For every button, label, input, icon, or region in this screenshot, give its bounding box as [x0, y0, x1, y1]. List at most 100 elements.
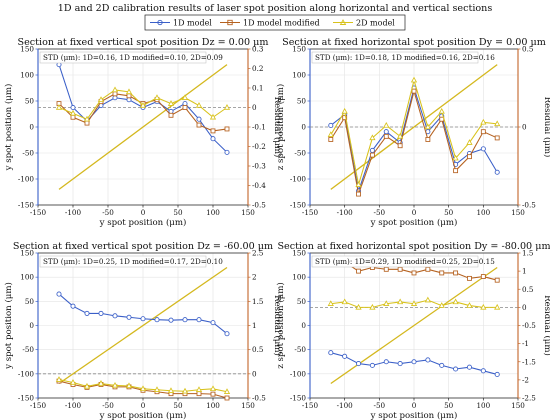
std-box [311, 255, 479, 268]
data-point [494, 120, 501, 127]
data-point [355, 303, 362, 310]
y2-axis-label: Residual (μm) [272, 97, 283, 158]
x-tick-label-1: -100 [65, 208, 82, 217]
data-point [139, 102, 147, 108]
y-axis-label: z spot position (μm) [275, 84, 286, 170]
y2-tick-label-1: -2 [522, 375, 529, 384]
x-tick-label-1: -100 [337, 208, 354, 217]
data-point [111, 86, 119, 93]
data-point [196, 122, 202, 128]
data-point [494, 371, 500, 377]
data-point [397, 298, 404, 305]
data-point [466, 364, 472, 370]
data-point [98, 310, 104, 316]
data-point [383, 133, 389, 139]
x-axis-label: y spot position (μm) [99, 217, 187, 228]
data-point [112, 95, 118, 101]
chart-panel-1: Section at fixed vertical spot position … [3, 37, 283, 228]
data-point [125, 88, 133, 95]
y2-tick-label-2: 0.5 [252, 345, 264, 354]
spot-position-line [330, 64, 498, 190]
y-tick-label-6: 150 [292, 45, 306, 54]
series-3 [327, 296, 501, 310]
data-point [182, 105, 188, 110]
y2-tick-label-7: 1 [522, 267, 527, 276]
y-tick-label-6: 150 [20, 45, 34, 54]
series-1 [56, 291, 230, 337]
data-point [56, 291, 62, 297]
y-tick-label-5: 100 [292, 71, 306, 80]
data-point [453, 168, 459, 174]
x-tick-label-3: 0 [412, 208, 417, 217]
y-tick-label-6: 150 [292, 249, 306, 258]
y-tick-label-3: 0 [301, 321, 306, 330]
x-tick-label-3: 0 [141, 208, 146, 217]
data-point [154, 317, 160, 323]
y-tick-label-4: 50 [25, 97, 35, 106]
x-tick-label-4: 50 [173, 208, 183, 217]
panel-title: Section at fixed horizontal spot positio… [282, 37, 546, 48]
data-point [341, 107, 348, 114]
data-point [452, 298, 459, 305]
x-axis-label: y spot position (μm) [99, 410, 187, 420]
data-point [195, 386, 203, 393]
data-point [168, 317, 174, 323]
data-point [210, 128, 216, 134]
y-axis-label: y spot position (μm) [3, 282, 14, 370]
data-point [342, 353, 348, 359]
data-point [153, 94, 161, 100]
data-point [467, 154, 472, 160]
data-point [410, 300, 418, 306]
data-point [355, 181, 362, 187]
y-tick-label-0: -150 [18, 201, 35, 210]
data-point [224, 395, 230, 401]
y2-tick-label-1: 0 [522, 123, 527, 132]
y-tick-label-1: -100 [18, 175, 35, 184]
y2-tick-label-1: 0 [252, 369, 257, 378]
data-point [369, 147, 375, 153]
x-tick-label-0: -150 [302, 401, 319, 410]
data-point [70, 114, 76, 120]
chart-panel-2: Section at fixed horizontal spot positio… [275, 37, 550, 228]
legend-entry-1d-model: 1D model [150, 19, 212, 28]
y-tick-label-3: 0 [29, 321, 34, 330]
y-tick-label-0: -150 [290, 394, 307, 403]
data-point [411, 88, 417, 94]
data-point [168, 108, 174, 114]
figure-legend: 1D model 1D model modified 2D model [144, 14, 406, 31]
x-axis-label: y spot position (μm) [370, 217, 458, 228]
data-point [466, 139, 473, 145]
data-point [369, 303, 376, 310]
data-point [424, 123, 431, 130]
data-point [139, 385, 147, 392]
data-point [480, 368, 486, 374]
panel-title: Section at fixed vertical spot position … [18, 37, 269, 48]
spot-position-line [58, 266, 228, 385]
data-point [453, 366, 459, 372]
y2-axis-label: Residual (μm) [542, 97, 550, 158]
y2-axis-label: Residual (μm) [542, 295, 550, 356]
x-tick-label-1: -100 [337, 401, 354, 410]
data-point [210, 320, 216, 326]
y2-tick-label-0: -2.5 [522, 394, 536, 403]
data-point [397, 132, 404, 139]
x-tick-label-3: 0 [412, 401, 417, 410]
data-point [223, 388, 231, 394]
y-tick-label-2: -50 [294, 149, 306, 158]
y-tick-label-0: -150 [290, 201, 307, 210]
x-tick-label-2: -50 [374, 401, 386, 410]
y-tick-label-2: -50 [22, 345, 34, 354]
y-tick-label-3: 0 [29, 123, 34, 132]
data-point [494, 135, 500, 141]
y-axis-label: y spot position (μm) [3, 84, 14, 172]
data-point [111, 381, 119, 388]
x-tick-label-4: 50 [444, 401, 454, 410]
data-point [369, 362, 375, 368]
x-tick-label-2: -50 [102, 208, 114, 217]
std-annotation: STD (μm): 1D=0.29, 1D modified=0.25, 2D=… [315, 257, 495, 266]
y2-tick-label-3: -1 [522, 339, 529, 348]
panel-title: Section at fixed vertical spot position … [13, 241, 273, 252]
data-point [195, 102, 203, 108]
